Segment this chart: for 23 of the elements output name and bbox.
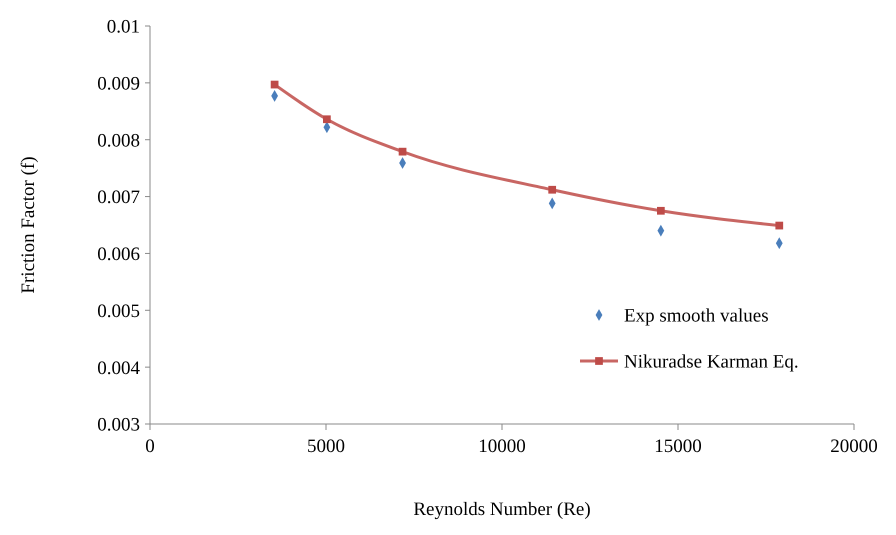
y-tick-label: 0.01: [106, 16, 140, 38]
y-tick-label: 0.004: [97, 358, 140, 379]
point: [656, 206, 665, 215]
y-tick-label: 0.005: [97, 300, 140, 322]
point: [398, 148, 406, 156]
point: [548, 186, 556, 194]
legend-label: Nikuradse Karman Eq.: [624, 352, 799, 373]
x-axis-title: Reynolds Number (Re): [413, 499, 591, 520]
y-tick-label: 0.006: [97, 244, 140, 266]
x-tick-label: 15000: [654, 436, 702, 457]
y-axis-title: Friction Factor (f): [18, 156, 39, 294]
x-tick-label: 5000: [307, 436, 345, 457]
y-tick-label: 0.007: [97, 187, 140, 208]
y-tick-label: 0.008: [97, 130, 140, 152]
y-tick-label: 0.009: [97, 74, 140, 95]
legend-label: Exp smooth values: [624, 306, 769, 327]
y-tick-label: 0.003: [97, 414, 140, 436]
point: [323, 115, 331, 124]
x-tick-label: 10000: [478, 436, 526, 457]
point: [270, 80, 278, 88]
point: [775, 222, 784, 230]
x-tick-label: 20000: [830, 436, 878, 457]
x-tick-label: 0: [145, 436, 155, 457]
